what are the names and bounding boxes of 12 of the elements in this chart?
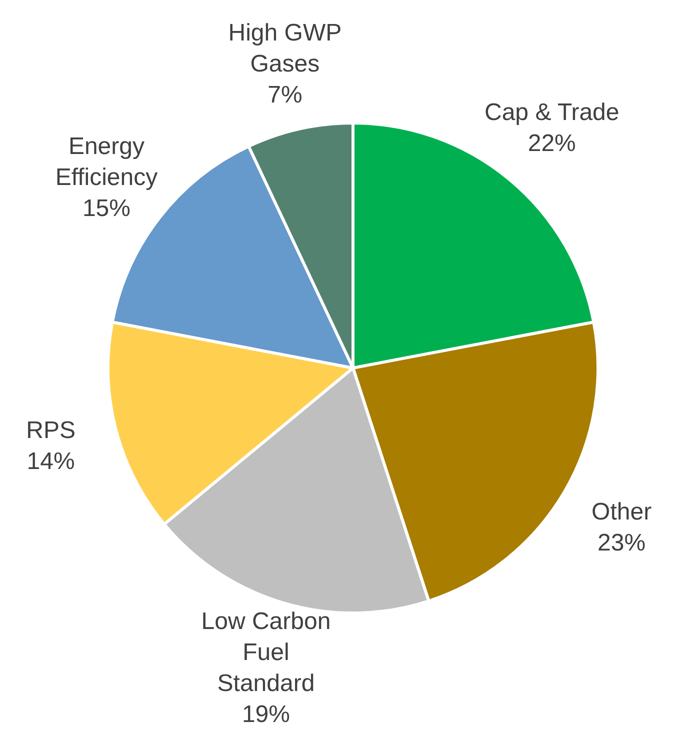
slice-label: High GWP Gases <box>228 19 342 78</box>
data-label: 7% <box>268 81 302 108</box>
data-label: 22% <box>528 130 576 157</box>
data-label: 23% <box>598 528 646 556</box>
slice-label: Energy Efficiency <box>55 132 158 190</box>
data-label: 14% <box>26 448 75 475</box>
slice-label: Other <box>592 498 652 525</box>
slice-label: Low Carbon Fuel Standard <box>201 608 331 697</box>
data-label: 19% <box>242 700 290 728</box>
data-label: 15% <box>82 194 130 222</box>
slice-label: Cap & Trade <box>484 98 620 126</box>
slice-label: RPS <box>26 416 76 444</box>
